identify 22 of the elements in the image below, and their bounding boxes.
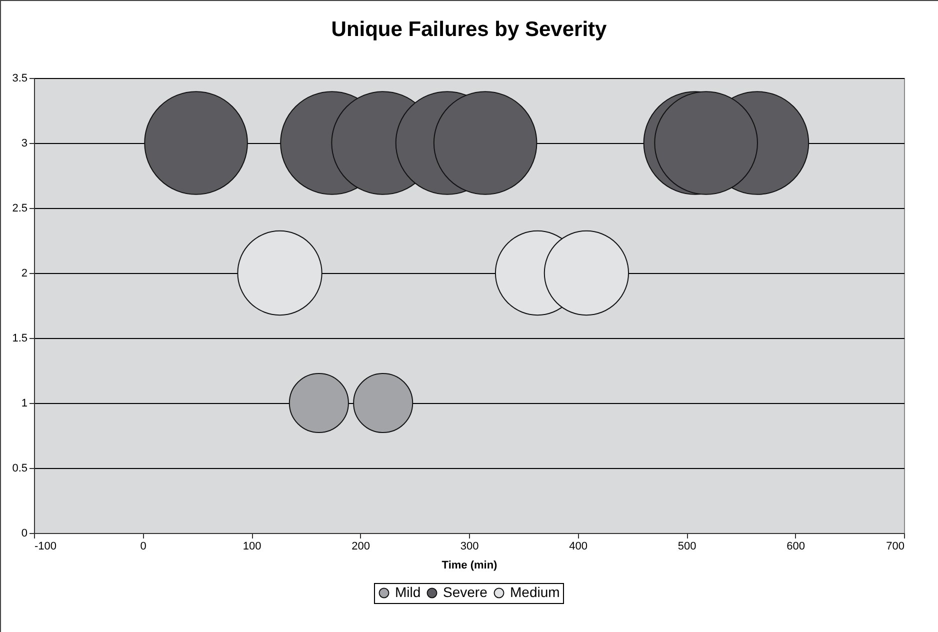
x-tick-label: 300 [460,540,479,552]
x-tick-label: -100 [34,540,57,552]
x-tick-label: 400 [569,540,588,552]
y-tick-label: 3 [21,138,28,150]
y-tick-label: 0.5 [12,462,28,474]
x-tick-label: 100 [242,540,262,552]
y-tick-label: 2 [21,268,28,280]
x-tick-label: 700 [886,540,904,552]
x-tick-label: 600 [786,540,805,552]
x-tick-label: 0 [140,540,146,552]
y-tick-label: 0 [21,528,28,540]
y-tick-label: 2.5 [12,202,28,214]
legend-label: Mild [395,584,421,600]
y-tick-label: 1.5 [12,332,28,344]
legend-label: Severe [443,584,488,600]
y-tick-label: 1 [21,398,28,410]
legend-label: Medium [510,584,560,600]
x-tick-label: 200 [352,540,370,552]
x-axis-title: Time (min) [442,560,498,572]
y-tick-label: 3.5 [12,72,28,84]
chart-title: Unique Failures by Severity [331,18,608,41]
x-tick-label: 500 [678,540,696,552]
